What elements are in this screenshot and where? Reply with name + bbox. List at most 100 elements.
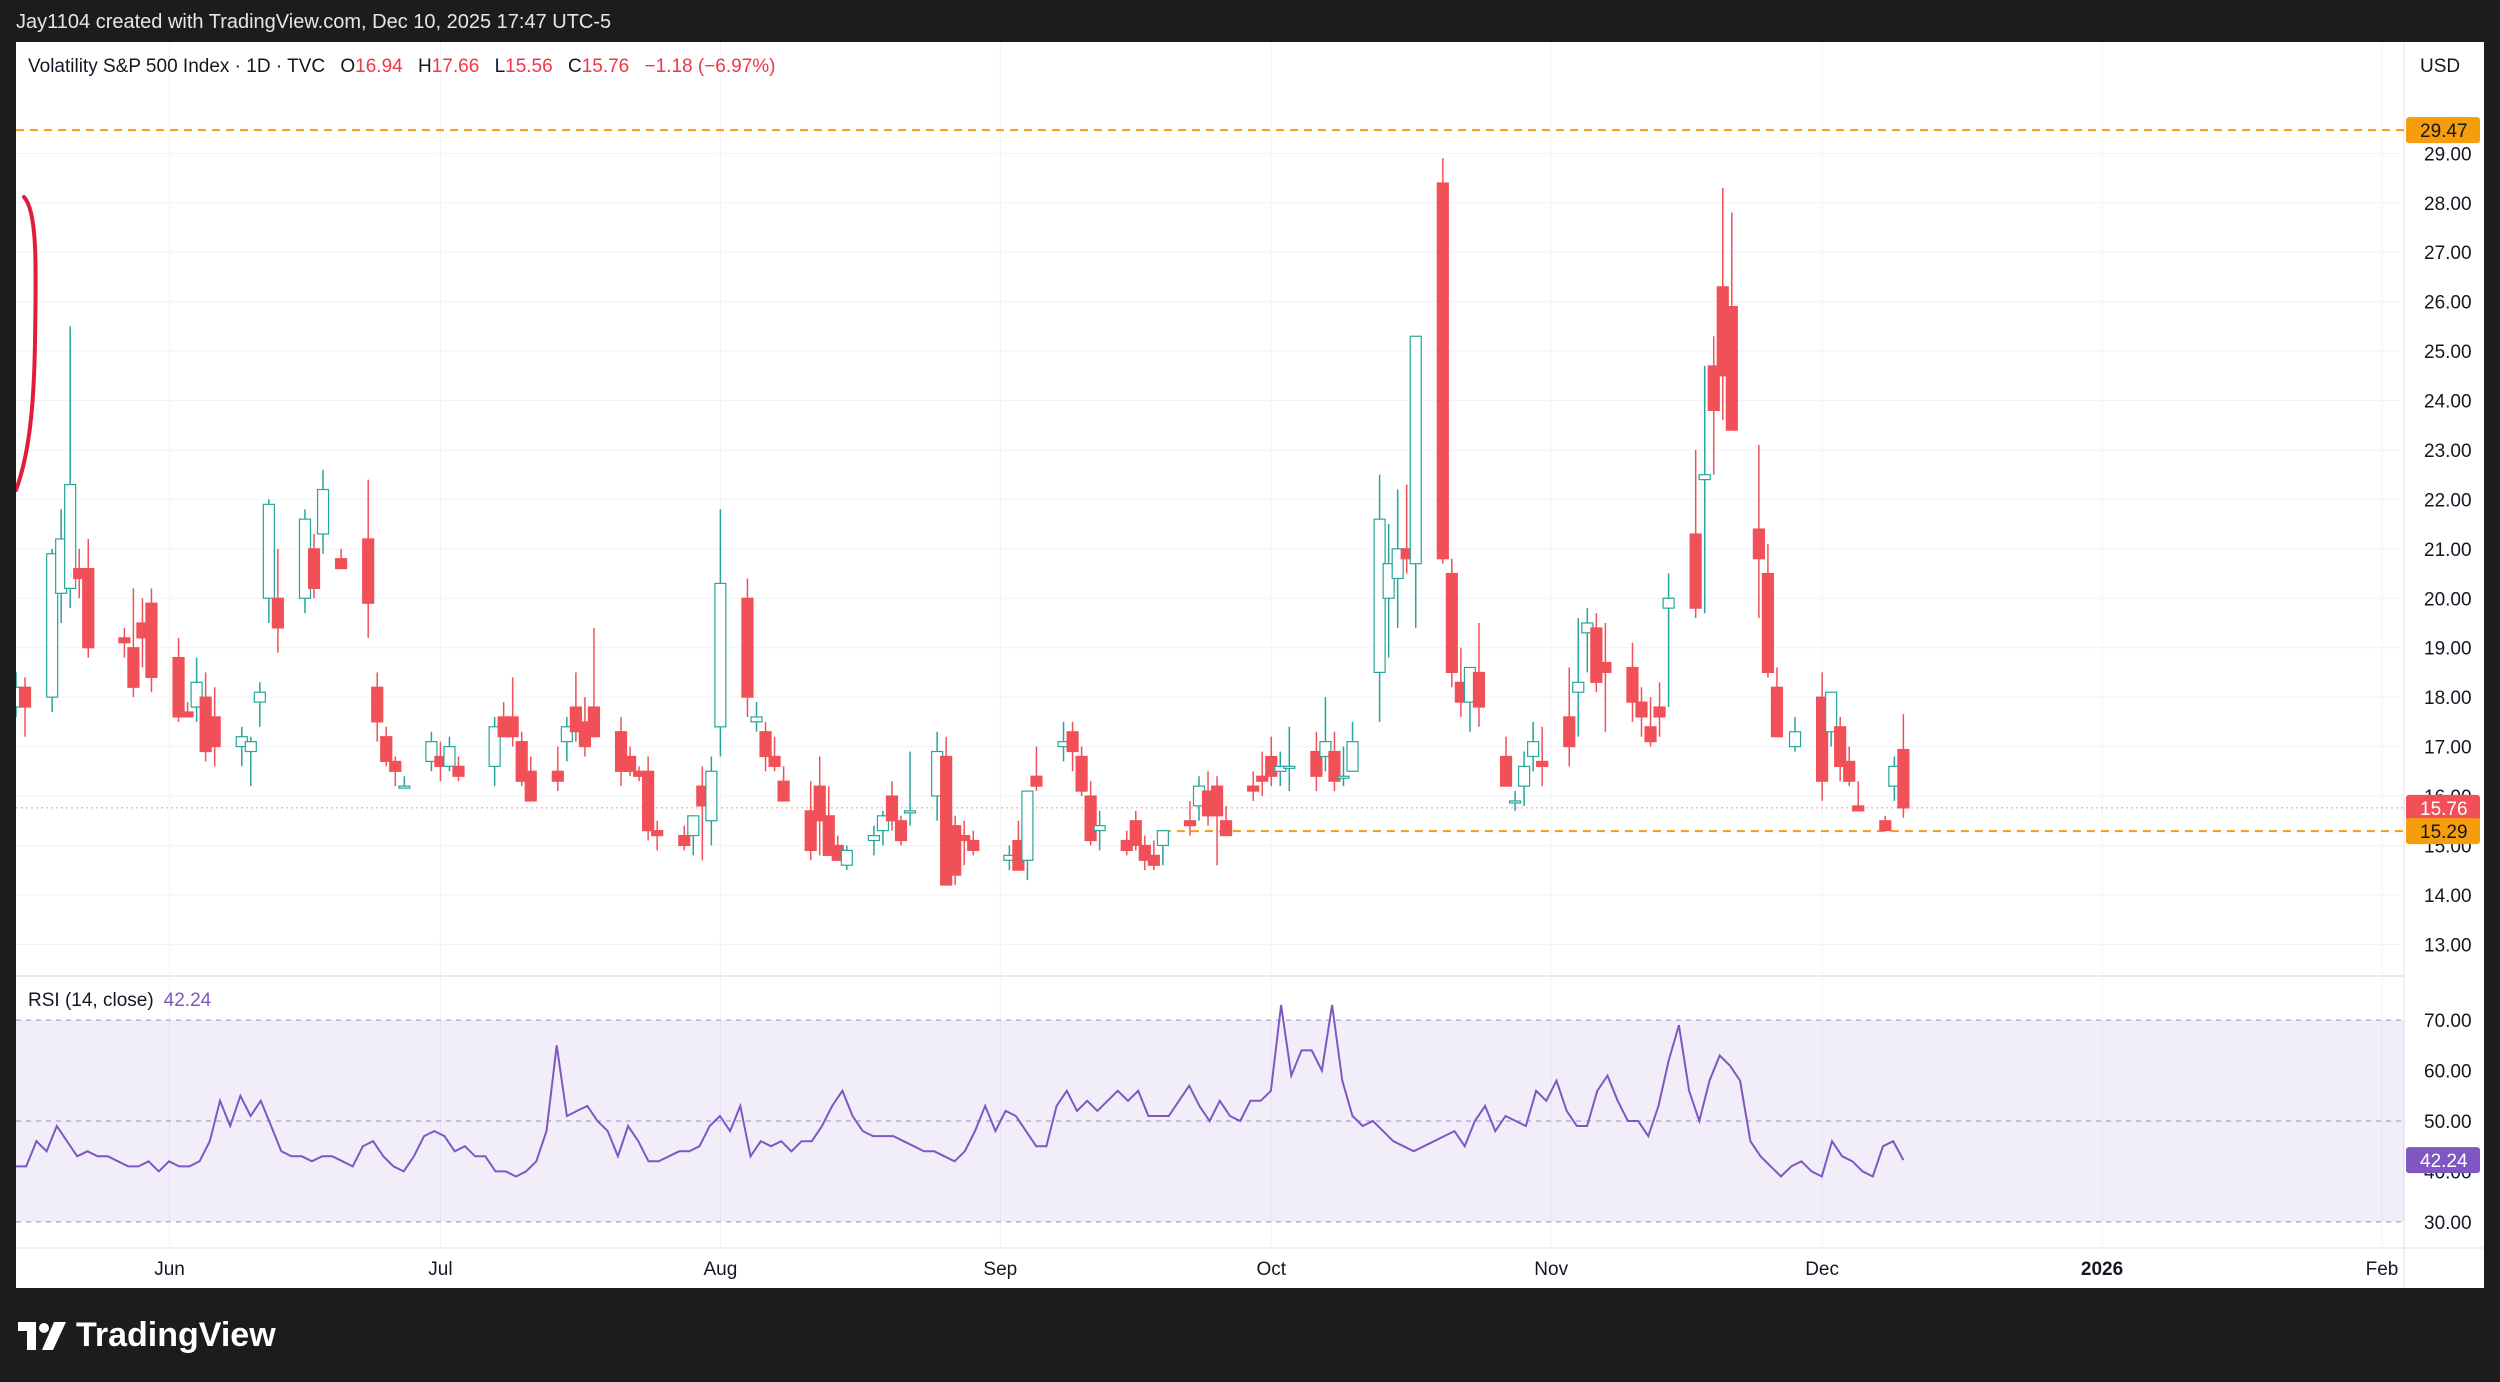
price-tick-label: 18.00 bbox=[2424, 688, 2472, 709]
candle-body bbox=[371, 686, 384, 723]
candle-body bbox=[949, 825, 962, 876]
rsi-label[interactable]: RSI (14, close) bbox=[28, 990, 154, 1011]
candle-body bbox=[1707, 365, 1720, 412]
candle-body bbox=[1084, 795, 1097, 842]
candle-body bbox=[1788, 731, 1802, 748]
rsi-tick-label: 70.00 bbox=[2424, 1011, 2472, 1032]
chart-frame[interactable]: 13.0014.0015.0016.0017.0018.0019.0020.00… bbox=[16, 42, 2484, 1288]
candle-body bbox=[587, 706, 601, 738]
price-tick-label: 28.00 bbox=[2424, 194, 2472, 215]
candle-body bbox=[903, 810, 917, 814]
candle-body bbox=[64, 483, 77, 589]
candle-body bbox=[398, 785, 411, 789]
candle-body bbox=[1852, 805, 1865, 812]
candle-body bbox=[46, 553, 59, 698]
candle-body bbox=[1590, 627, 1603, 683]
candle-body bbox=[1066, 731, 1079, 753]
candle-body bbox=[1382, 563, 1395, 599]
candle-body bbox=[768, 755, 781, 767]
candle-body bbox=[181, 711, 194, 718]
candle-body bbox=[1346, 741, 1359, 772]
rsi-tick-label: 30.00 bbox=[2424, 1213, 2472, 1234]
time-tick-label: Nov bbox=[1534, 1259, 1568, 1280]
ohlc-close-value: 15.76 bbox=[581, 56, 630, 77]
hand-drawn-annotation bbox=[16, 195, 38, 492]
candle-body bbox=[623, 755, 637, 772]
candle-body bbox=[425, 741, 438, 763]
candle-body bbox=[1472, 671, 1486, 708]
symbol-name[interactable]: Volatility S&P 500 Index · 1D · TVC bbox=[28, 56, 326, 77]
price-tick-label: 13.00 bbox=[2424, 935, 2472, 956]
candle-body bbox=[642, 770, 655, 832]
candle-body bbox=[1436, 182, 1449, 560]
tradingview-brand[interactable]: TradingView bbox=[18, 1316, 276, 1355]
candle-body bbox=[741, 597, 754, 698]
candle-body bbox=[1156, 830, 1169, 847]
candle-body bbox=[614, 731, 628, 772]
candle-body bbox=[1563, 716, 1576, 748]
time-tick-label: Jun bbox=[154, 1259, 185, 1280]
candle-body bbox=[1816, 696, 1829, 782]
candle-body bbox=[524, 770, 537, 802]
price-tick-label: 22.00 bbox=[2424, 490, 2472, 511]
ohlc-low-label: L bbox=[494, 56, 506, 77]
candle-body bbox=[208, 716, 221, 748]
rsi-tick-label: 60.00 bbox=[2424, 1062, 2472, 1083]
candle-body bbox=[840, 849, 853, 866]
chart-canvas[interactable]: 13.0014.0015.0016.0017.0018.0019.0020.00… bbox=[16, 42, 2484, 1288]
candle-body bbox=[1021, 790, 1034, 861]
price-badge-label: 15.29 bbox=[2420, 822, 2468, 843]
candle-body bbox=[506, 716, 519, 738]
ohlc-open-label: O bbox=[340, 56, 356, 77]
candle-body bbox=[1409, 335, 1422, 565]
ohlc-open-value: 16.94 bbox=[355, 56, 403, 77]
candle-body bbox=[1897, 748, 1910, 809]
currency-label[interactable]: USD bbox=[2420, 56, 2461, 77]
price-badge bbox=[2406, 794, 2480, 821]
time-tick-label: Feb bbox=[2366, 1259, 2399, 1280]
candle-body bbox=[1219, 820, 1233, 837]
price-change: −1.18 (−6.97%) bbox=[644, 56, 776, 77]
candle-body bbox=[1210, 785, 1224, 817]
candle-body bbox=[1256, 775, 1269, 782]
candle-body bbox=[822, 815, 835, 856]
rsi-badge-label: 42.24 bbox=[2420, 1151, 2468, 1172]
candle-body bbox=[307, 548, 321, 589]
candle-body bbox=[1662, 597, 1675, 609]
candle-body bbox=[1761, 572, 1775, 674]
candle-body bbox=[1536, 760, 1549, 767]
candle-body bbox=[1310, 750, 1323, 777]
candle-body bbox=[569, 706, 582, 733]
candle-body bbox=[1147, 854, 1160, 866]
candle-body bbox=[1508, 800, 1522, 804]
candle-body bbox=[1770, 686, 1784, 738]
candle-body bbox=[334, 558, 348, 570]
candle-body bbox=[1283, 765, 1296, 769]
candle-body bbox=[1445, 572, 1458, 674]
candle-body bbox=[145, 602, 158, 678]
attribution-bar: Jay1104 created with TradingView.com, De… bbox=[0, 0, 2500, 42]
candle-body bbox=[452, 765, 465, 777]
price-tick-label: 25.00 bbox=[2424, 342, 2472, 363]
candle-body bbox=[1337, 775, 1350, 779]
rsi-legend: RSI (14, close) 42.24 bbox=[28, 990, 211, 1012]
tradingview-logo-icon bbox=[18, 1321, 66, 1350]
candle-body bbox=[253, 691, 266, 703]
candle-body bbox=[1319, 741, 1332, 758]
price-badge bbox=[2406, 818, 2480, 845]
candle-body bbox=[804, 810, 817, 852]
price-tick-label: 14.00 bbox=[2424, 886, 2472, 907]
ohlc-low-value: 15.56 bbox=[505, 56, 553, 77]
candle-body bbox=[1247, 785, 1260, 792]
candle-body bbox=[118, 637, 131, 644]
candle-body bbox=[380, 736, 393, 763]
time-tick-label: Aug bbox=[703, 1259, 737, 1280]
rsi-line bbox=[16, 1004, 1905, 1178]
candle-body bbox=[1499, 755, 1513, 787]
candle-body bbox=[127, 647, 140, 688]
price-tick-label: 29.00 bbox=[2424, 144, 2472, 165]
candle-body bbox=[262, 503, 275, 599]
price-badge bbox=[2406, 117, 2480, 144]
candle-body bbox=[678, 834, 691, 847]
candle-body bbox=[777, 780, 790, 802]
